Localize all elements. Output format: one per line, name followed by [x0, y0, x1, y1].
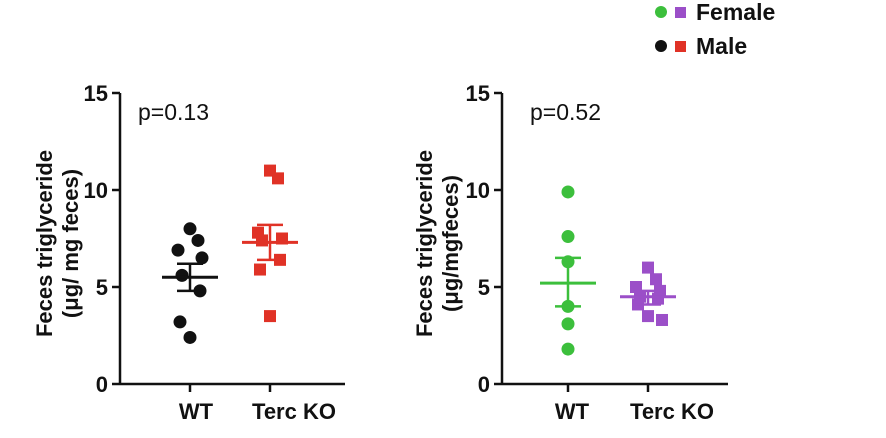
y-axis-label-line: Feces triglyceride: [412, 150, 437, 337]
y-tick-label: 5: [96, 275, 108, 300]
data-point: [652, 292, 664, 305]
legend-male-circle-marker: [655, 40, 667, 52]
data-point: [264, 310, 276, 323]
p-value-annotation: p=0.13: [138, 99, 209, 125]
data-point: [561, 342, 575, 356]
x-tick-label: Terc KO: [252, 399, 336, 424]
data-point: [656, 313, 668, 326]
y-tick-label: 5: [478, 275, 490, 300]
data-point: [191, 233, 205, 247]
data-point: [171, 243, 185, 257]
data-point: [183, 330, 197, 344]
y-axis-label-line: Feces triglyceride: [32, 150, 57, 337]
legend-male-label: Male: [696, 32, 748, 59]
data-point: [195, 251, 209, 265]
y-axis-label: Feces triglyceride(μg/mgfeces): [412, 150, 463, 337]
data-point: [650, 273, 662, 286]
legend-male-square-marker: [675, 40, 686, 52]
data-point: [183, 222, 197, 236]
legend-item-female: Female: [655, 0, 775, 29]
data-point: [642, 310, 654, 323]
data-point: [254, 263, 266, 276]
data-point: [175, 268, 189, 282]
y-tick-label: 15: [84, 81, 108, 106]
x-tick-label: Terc KO: [630, 399, 714, 424]
data-point: [561, 230, 575, 244]
data-point: [173, 315, 187, 329]
legend-item-male: Male: [655, 29, 775, 63]
y-tick-label: 15: [466, 81, 490, 106]
y-axis-label: Feces triglyceride(μg/ mg feces): [32, 150, 83, 337]
y-tick-label: 0: [96, 372, 108, 397]
chart-panel-1: 0 5 10 15 WT Terc KO Feces triglyceride(μg/ mg…: [32, 81, 345, 424]
y-axis-label-line: (μg/ mg feces): [58, 169, 83, 318]
data-point: [256, 234, 268, 247]
legend-female-label: Female: [696, 0, 776, 25]
chart-panel-2: 0 5 10 15 WT Terc KO Feces triglyceride(μg/mgf…: [412, 81, 728, 424]
y-tick-label: 10: [466, 178, 490, 203]
data-point: [272, 172, 284, 185]
legend-female-square-marker: [675, 6, 686, 18]
data-point: [642, 261, 654, 274]
y-tick-label: 10: [84, 178, 108, 203]
y-tick-label: 0: [478, 372, 490, 397]
legend-female-circle-marker: [655, 6, 667, 18]
y-axis-label-line: (μg/mgfeces): [438, 175, 463, 312]
data-point: [561, 185, 575, 199]
legend: Female Male: [655, 0, 775, 63]
p-value-annotation: p=0.52: [530, 99, 601, 125]
x-tick-label: WT: [179, 399, 214, 424]
data-point: [561, 317, 575, 331]
x-tick-label: WT: [555, 399, 590, 424]
